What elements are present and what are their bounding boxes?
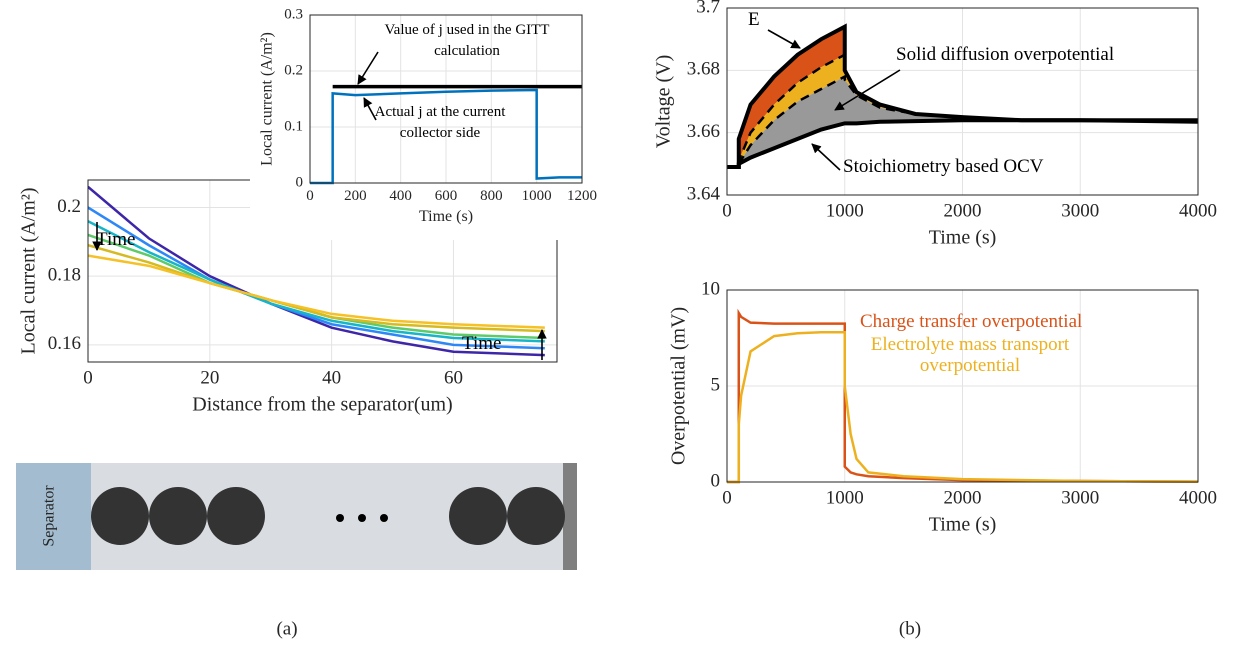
- y-tick-label: 3.7: [696, 0, 720, 17]
- data-line: [310, 88, 582, 185]
- y-axis-label: Local current (A/m²): [259, 32, 276, 166]
- separator-label: Separator: [41, 485, 58, 547]
- area-band: [727, 76, 1198, 167]
- y-tick-label: 3.68: [687, 59, 720, 80]
- caption: (b): [899, 618, 921, 639]
- particle: [507, 487, 565, 545]
- x-tick-label: 1200: [567, 188, 597, 204]
- x-tick-label: 1000: [522, 188, 552, 204]
- y-tick-label: 0.2: [284, 62, 303, 78]
- annotation-arrow: [834, 69, 901, 111]
- x-tick-label: 0: [306, 188, 314, 204]
- current-collector: [563, 463, 577, 570]
- x-axis-label: Time (s): [929, 513, 997, 535]
- x-tick-label: 0: [722, 487, 732, 508]
- plot-area: [310, 84, 582, 185]
- plot-area: [727, 23, 1198, 169]
- data-line: [727, 308, 1198, 484]
- x-tick-label: 600: [435, 188, 458, 204]
- annotation-arrow: [357, 51, 379, 85]
- x-axis-label: Distance from the separator(um): [192, 393, 452, 415]
- caption: (a): [276, 618, 297, 639]
- annotation: Time: [96, 229, 136, 250]
- annotation: Solid diffusion overpotential: [896, 44, 1115, 65]
- y-tick-label: 0: [296, 174, 304, 190]
- x-tick-label: 0: [83, 367, 93, 388]
- particle: [149, 487, 207, 545]
- y-tick-label: 0: [711, 470, 721, 491]
- annotation-arrow: [811, 143, 841, 171]
- x-tick-label: 1000: [826, 200, 864, 221]
- chart: 0 1000 2000 3000 4000 0 5 10 Time (s) Overpotenti…: [668, 278, 1217, 535]
- x-tick-label: 3000: [1061, 487, 1099, 508]
- ellipsis-dot: [380, 514, 388, 522]
- x-tick-label: 1000: [826, 487, 864, 508]
- x-tick-label: 60: [444, 367, 463, 388]
- data-line: [88, 220, 545, 343]
- plot-area: [727, 308, 1198, 484]
- y-tick-label: 0.3: [284, 6, 303, 22]
- y-tick-label: 0.2: [57, 196, 81, 217]
- y-axis-label: Local current (A/m²): [18, 187, 40, 354]
- y-tick-label: 3.66: [687, 121, 720, 142]
- data-line: [88, 185, 545, 357]
- annotation: Value of j used in the GITT calculation: [384, 22, 550, 59]
- annotation-arrow: [767, 29, 801, 49]
- annotation-arrow: [363, 97, 377, 121]
- x-tick-label: 0: [722, 200, 732, 221]
- x-tick-label: 2000: [944, 487, 982, 508]
- x-tick-label: 800: [480, 188, 503, 204]
- data-line: [88, 244, 545, 333]
- y-tick-label: 0.1: [284, 118, 303, 134]
- x-axis-label: Time (s): [929, 226, 997, 248]
- plot-area: [88, 185, 545, 357]
- chart: 0 1000 2000 3000 4000 3.64 3.66 3.68 3.7 Time (s)…: [653, 0, 1217, 248]
- data-line: [88, 206, 545, 350]
- x-tick-label: 4000: [1179, 487, 1217, 508]
- ellipsis-dot: [336, 514, 344, 522]
- axes-frame: [309, 14, 583, 184]
- legend-entry: Electrolyte mass transport overpotential: [870, 334, 1070, 376]
- y-axis-label: Voltage (V): [653, 55, 675, 149]
- y-tick-label: 5: [711, 374, 721, 395]
- x-tick-label: 20: [200, 367, 219, 388]
- data-line: [88, 254, 545, 329]
- x-tick-label: 3000: [1061, 200, 1099, 221]
- axes-frame: [726, 289, 1199, 483]
- y-axis-label: Overpotential (mV): [668, 307, 690, 465]
- x-tick-label: 40: [322, 367, 341, 388]
- separator-block: [16, 463, 91, 570]
- electrode-diagram: Separator: [16, 463, 577, 570]
- legend-entry: Charge transfer overpotential: [860, 311, 1083, 332]
- data-line: [727, 330, 1198, 484]
- data-line: [727, 118, 1198, 169]
- axes-frame: [726, 7, 1199, 196]
- particle: [449, 487, 507, 545]
- annotation: E: [748, 9, 760, 30]
- particle: [91, 487, 149, 545]
- x-tick-label: 400: [389, 188, 412, 204]
- y-tick-label: 0.18: [48, 265, 81, 286]
- annotation: Time: [462, 333, 502, 354]
- y-tick-label: 3.64: [687, 183, 721, 204]
- x-tick-label: 200: [344, 188, 367, 204]
- annotation: Stoichiometry based OCV: [843, 156, 1044, 177]
- y-tick-label: 0.16: [48, 333, 81, 354]
- x-tick-label: 2000: [944, 200, 982, 221]
- x-tick-label: 4000: [1179, 200, 1217, 221]
- x-axis-label: Time (s): [419, 208, 473, 225]
- y-tick-label: 10: [701, 278, 720, 299]
- chart: 0 200 400 600 800 1000 1200 0 0.1 0.2 0.3 Time (s) L…: [250, 0, 597, 240]
- particle: [207, 487, 265, 545]
- ellipsis-dot: [358, 514, 366, 522]
- annotation: Actual j at the current collector side: [374, 104, 506, 141]
